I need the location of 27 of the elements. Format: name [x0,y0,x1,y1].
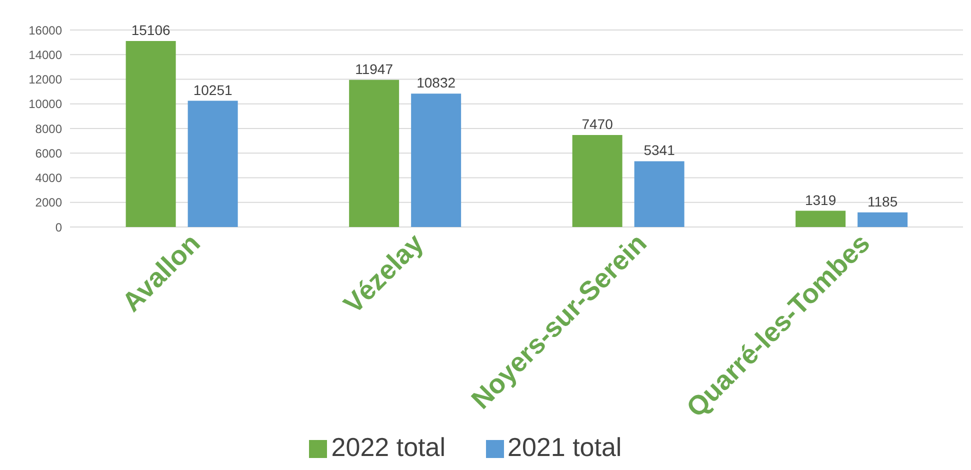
y-tick-label: 16000 [28,23,62,38]
bar [188,100,238,227]
y-tick-label: 0 [55,220,62,234]
y-tick-label: 4000 [35,171,62,186]
data-label: 10251 [193,82,232,98]
data-label: 10832 [416,74,456,91]
bar [349,80,400,227]
bar [796,210,846,227]
data-label: 1185 [868,193,898,210]
data-label: 1319 [804,192,836,208]
legend-label: 2021 total [508,432,622,462]
data-label: 5341 [644,142,676,158]
data-label: 11947 [355,60,394,77]
bar [858,212,908,227]
y-tick-label: 8000 [35,122,62,136]
data-label: 15106 [131,22,170,38]
y-tick-label: 6000 [35,146,62,160]
bar [634,161,684,227]
y-tick-label: 14000 [28,48,62,62]
legend-label: 2022 total [331,432,446,462]
bar [126,41,176,227]
bar [572,135,622,227]
y-tick-label: 10000 [28,97,62,112]
bar [411,94,462,227]
data-label: 7470 [582,116,614,132]
y-tick-label: 12000 [28,72,62,87]
y-tick-label: 2000 [35,196,62,210]
